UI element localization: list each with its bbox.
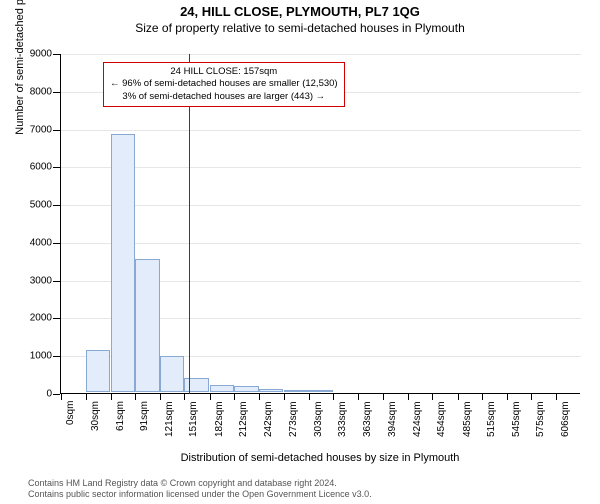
- x-tick: [531, 394, 532, 400]
- x-tick-label: 303sqm: [313, 401, 324, 437]
- x-tick-label: 182sqm: [214, 401, 225, 437]
- y-tick-label: 2000: [30, 313, 52, 324]
- info-box-line: 3% of semi-detached houses are larger (4…: [110, 91, 338, 103]
- y-tick-label: 5000: [30, 200, 52, 211]
- y-tick-label: 8000: [30, 86, 52, 97]
- y-tick: [53, 243, 60, 244]
- y-tick-label: 6000: [30, 162, 52, 173]
- histogram-bar: [309, 390, 334, 392]
- page-title: 24, HILL CLOSE, PLYMOUTH, PL7 1QG: [0, 4, 600, 19]
- y-tick: [53, 205, 60, 206]
- y-tick: [53, 318, 60, 319]
- x-tick: [333, 394, 334, 400]
- y-tick-label: 7000: [30, 124, 52, 135]
- x-tick-label: 151sqm: [188, 401, 199, 437]
- x-tick: [86, 394, 87, 400]
- histogram-bar: [184, 378, 209, 392]
- gridline: [61, 54, 581, 55]
- x-tick: [184, 394, 185, 400]
- x-tick-label: 515sqm: [486, 401, 497, 437]
- x-tick: [234, 394, 235, 400]
- info-box: 24 HILL CLOSE: 157sqm← 96% of semi-detac…: [103, 62, 345, 107]
- page-subtitle: Size of property relative to semi-detach…: [0, 21, 600, 35]
- gridline: [61, 243, 581, 244]
- histogram-bar: [284, 390, 309, 392]
- x-tick-label: 363sqm: [362, 401, 373, 437]
- y-tick: [53, 92, 60, 93]
- x-tick-label: 242sqm: [263, 401, 274, 437]
- x-tick-label: 485sqm: [462, 401, 473, 437]
- histogram-bar: [234, 386, 259, 392]
- gridline: [61, 167, 581, 168]
- x-tick-label: 575sqm: [535, 401, 546, 437]
- x-tick: [383, 394, 384, 400]
- x-axis-label: Distribution of semi-detached houses by …: [60, 452, 580, 464]
- y-tick: [53, 281, 60, 282]
- y-tick: [53, 54, 60, 55]
- x-tick-label: 0sqm: [65, 401, 76, 425]
- footer-line-2: Contains public sector information licen…: [28, 489, 372, 500]
- x-tick-label: 333sqm: [337, 401, 348, 437]
- x-tick: [210, 394, 211, 400]
- x-tick: [309, 394, 310, 400]
- y-tick-label: 9000: [30, 49, 52, 60]
- x-tick-label: 454sqm: [436, 401, 447, 437]
- x-tick: [432, 394, 433, 400]
- x-tick-label: 91sqm: [139, 401, 150, 431]
- y-tick-label: 4000: [30, 237, 52, 248]
- x-tick-label: 545sqm: [511, 401, 522, 437]
- x-tick-label: 424sqm: [412, 401, 423, 437]
- footer-line-1: Contains HM Land Registry data © Crown c…: [28, 478, 372, 489]
- plot-region: 01000200030004000500060007000800090000sq…: [60, 54, 580, 394]
- x-tick-label: 606sqm: [560, 401, 571, 437]
- histogram-chart: 01000200030004000500060007000800090000sq…: [60, 54, 580, 394]
- x-tick: [284, 394, 285, 400]
- gridline: [61, 205, 581, 206]
- x-tick: [135, 394, 136, 400]
- y-tick-label: 1000: [30, 351, 52, 362]
- footer-attribution: Contains HM Land Registry data © Crown c…: [28, 478, 372, 501]
- x-tick-label: 394sqm: [387, 401, 398, 437]
- histogram-bar: [135, 259, 160, 392]
- x-tick: [61, 394, 62, 400]
- x-tick-label: 121sqm: [164, 401, 175, 437]
- x-tick: [358, 394, 359, 400]
- x-tick-label: 61sqm: [115, 401, 126, 431]
- info-box-line: ← 96% of semi-detached houses are smalle…: [110, 78, 338, 90]
- x-tick: [458, 394, 459, 400]
- y-tick: [53, 394, 60, 395]
- x-tick-label: 30sqm: [90, 401, 101, 431]
- info-box-line: 24 HILL CLOSE: 157sqm: [110, 66, 338, 78]
- y-tick-label: 3000: [30, 275, 52, 286]
- x-tick: [160, 394, 161, 400]
- x-tick-label: 212sqm: [238, 401, 249, 437]
- histogram-bar: [210, 385, 235, 392]
- y-tick: [53, 356, 60, 357]
- x-tick: [482, 394, 483, 400]
- x-tick-label: 273sqm: [288, 401, 299, 437]
- x-tick: [408, 394, 409, 400]
- x-tick: [259, 394, 260, 400]
- histogram-bar: [111, 134, 136, 392]
- x-tick: [507, 394, 508, 400]
- y-tick-label: 0: [46, 389, 52, 400]
- histogram-bar: [259, 389, 284, 392]
- y-axis-label: Number of semi-detached properties: [14, 0, 26, 135]
- x-tick: [556, 394, 557, 400]
- y-tick: [53, 130, 60, 131]
- gridline: [61, 130, 581, 131]
- histogram-bar: [160, 356, 185, 392]
- y-tick: [53, 167, 60, 168]
- histogram-bar: [86, 350, 111, 392]
- x-tick: [111, 394, 112, 400]
